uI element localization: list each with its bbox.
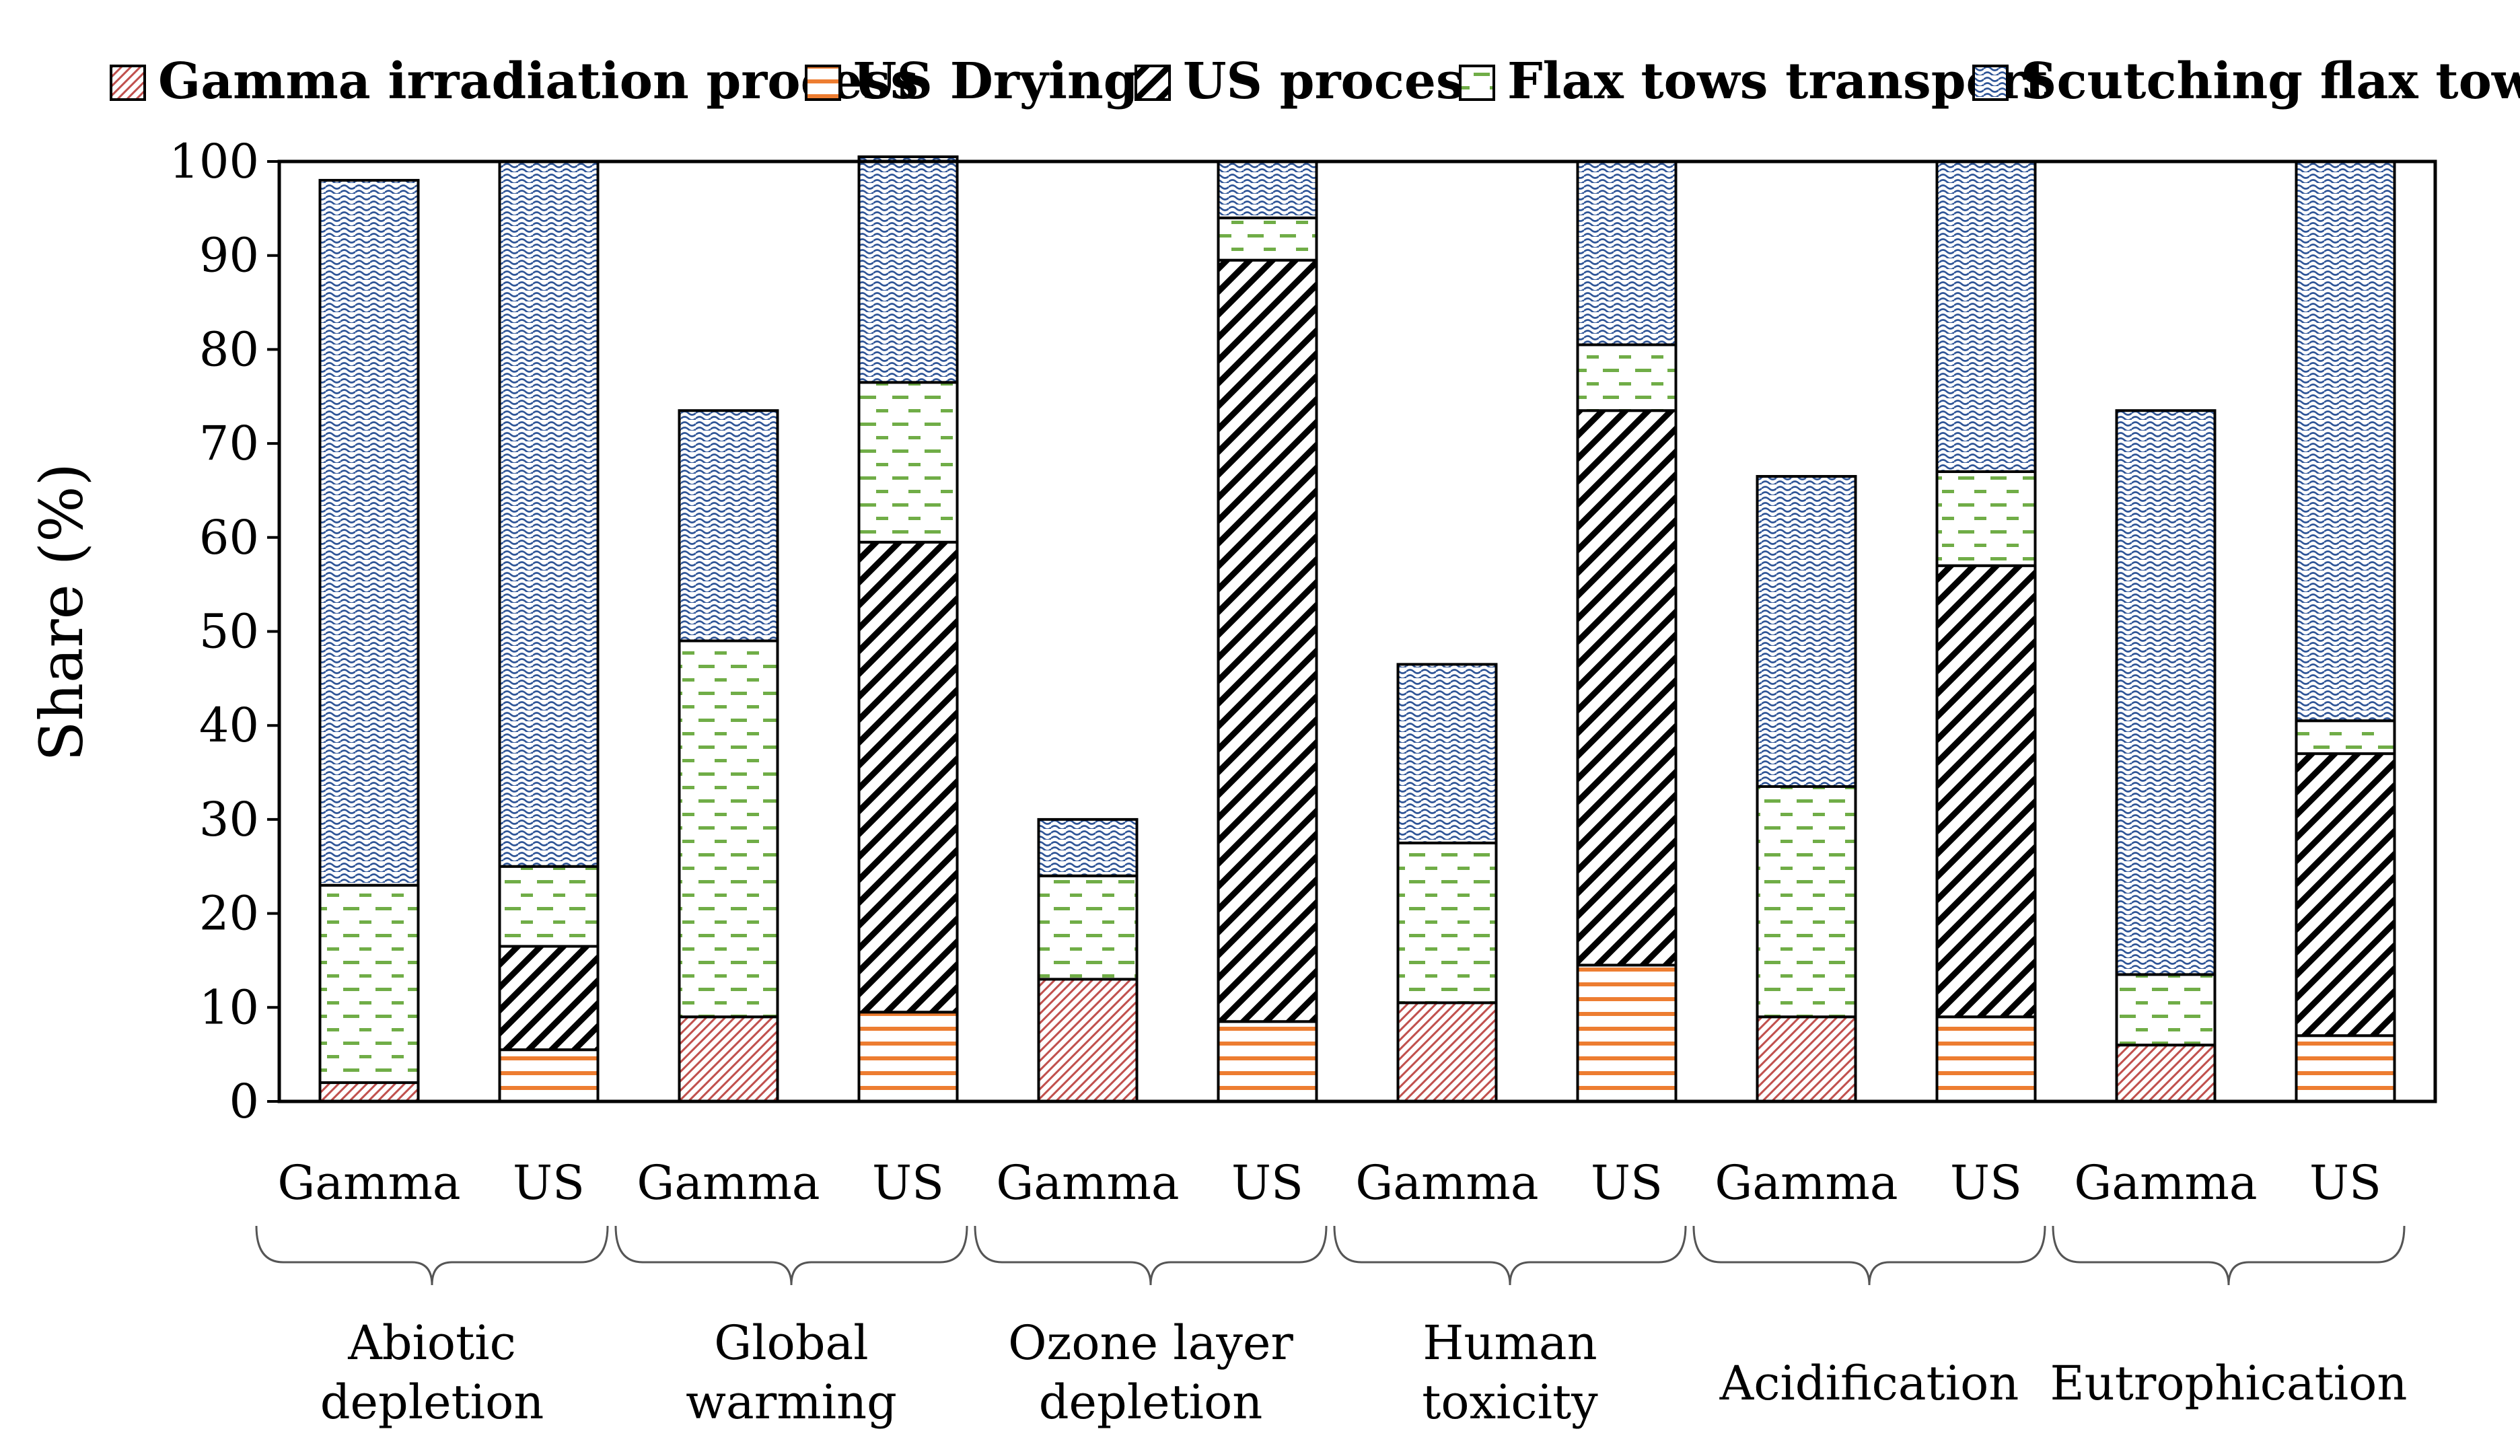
bar-segment-scutch-abiotic-depletion-gamma <box>318 178 420 887</box>
bar-segment-scutch-eutrophication-gamma <box>2115 409 2217 976</box>
group-label-human-toxicity: Human toxicity <box>1422 1315 1598 1430</box>
y-axis-ticks: 0 10 20 30 40 50 60 70 80 90 100 <box>169 134 279 1129</box>
x-category-label: US <box>2309 1155 2381 1210</box>
legend-swatch-scutch <box>1972 65 2009 101</box>
y-tick-label: 40 <box>199 698 259 753</box>
bar-segment-scutch-human-toxicity-gamma <box>1396 663 1498 844</box>
bar-segment-scutch-global-warming-gamma <box>678 409 779 643</box>
group-label-global-warming: Global warming <box>686 1315 897 1430</box>
y-tick-label: 80 <box>199 322 259 377</box>
bar-segment-scutch-ozone-layer-depletion-us <box>1217 160 1318 219</box>
bar-segment-flax-eutrophication-gamma <box>2115 973 2217 1047</box>
x-category-label: Gamma <box>1715 1155 1898 1210</box>
bar-segment-flax-eutrophication-us <box>2295 719 2396 756</box>
legend-swatch-flax <box>1459 65 1495 101</box>
y-tick-label: 0 <box>229 1074 259 1129</box>
legend-label-gamma: Gamma irradiation process <box>158 52 919 110</box>
x-category-label: US <box>1591 1155 1663 1210</box>
bar-segment-drying-global-warming-us <box>857 1011 959 1103</box>
group-brace <box>974 1225 1328 1286</box>
group-label-abiotic-depletion: Abiotic depletion <box>320 1315 544 1430</box>
y-tick-label: 70 <box>199 416 259 471</box>
bar-segment-scutch-acidification-us <box>1935 160 2037 474</box>
y-tick-label: 90 <box>199 228 259 283</box>
x-category-label: Gamma <box>637 1155 820 1210</box>
group-label-ozone-layer-depletion: Ozone layer depletion <box>1008 1315 1293 1430</box>
bar-segment-usproc-abiotic-depletion-us <box>498 945 600 1052</box>
bar-segment-flax-human-toxicity-gamma <box>1396 841 1498 1005</box>
bar-segment-gamma-abiotic-depletion-gamma <box>318 1081 420 1103</box>
bar-segment-flax-human-toxicity-us <box>1576 343 1678 412</box>
bars <box>318 155 2396 1103</box>
legend-swatch-drying <box>805 65 841 101</box>
legend-swatch-usproc <box>1135 65 1171 101</box>
legend-label-drying: US Drying <box>853 52 1139 110</box>
y-tick-label: 20 <box>199 886 259 941</box>
bar-segment-scutch-eutrophication-us <box>2295 160 2396 723</box>
y-tick-label: 60 <box>199 510 259 565</box>
bar-segment-usproc-eutrophication-us <box>2295 752 2396 1038</box>
bar-segment-flax-global-warming-us <box>857 381 959 544</box>
bar-segment-flax-global-warming-gamma <box>678 639 779 1019</box>
y-tick-label: 30 <box>199 792 259 847</box>
x-category-label: US <box>872 1155 944 1210</box>
x-category-label: US <box>1231 1155 1303 1210</box>
bar-segment-flax-abiotic-depletion-gamma <box>318 883 420 1085</box>
y-tick-label: 100 <box>169 134 259 189</box>
bar-segment-flax-ozone-layer-depletion-us <box>1217 216 1318 262</box>
group-brace <box>2052 1225 2406 1286</box>
bar-segment-gamma-acidification-gamma <box>1756 1015 1857 1103</box>
bar-segment-flax-acidification-gamma <box>1756 785 1857 1019</box>
group-brace <box>614 1225 968 1286</box>
x-category-label: Gamma <box>1355 1155 1538 1210</box>
bar-segment-gamma-ozone-layer-depletion-gamma <box>1037 978 1139 1103</box>
bar-segment-scutch-global-warming-us <box>857 155 959 384</box>
x-category-label: Gamma <box>277 1155 460 1210</box>
bar-segment-scutch-human-toxicity-us <box>1576 160 1678 347</box>
group-brace <box>1692 1225 2046 1286</box>
group-brace <box>1333 1225 1687 1286</box>
legend-swatch-gamma <box>110 65 146 101</box>
bar-segment-gamma-global-warming-gamma <box>678 1015 779 1103</box>
bar-segment-drying-acidification-us <box>1935 1015 2037 1103</box>
bar-segment-drying-human-toxicity-us <box>1576 963 1678 1103</box>
bar-segment-scutch-acidification-gamma <box>1756 474 1857 789</box>
bar-segment-flax-acidification-us <box>1935 470 2037 567</box>
bar-segment-usproc-global-warming-us <box>857 540 959 1014</box>
bar-segment-usproc-ozone-layer-depletion-us <box>1217 258 1318 1023</box>
y-axis-label: Share (%) <box>27 463 96 762</box>
group-label-acidification: Acidification <box>1719 1356 2019 1411</box>
y-tick-label: 10 <box>199 980 259 1035</box>
legend-label-flax: Flax tows transport <box>1507 52 2048 110</box>
x-category-label: US <box>1950 1155 2022 1210</box>
x-axis-groups: Abiotic depletion Global warming Ozone layer… <box>320 1315 2408 1430</box>
bar-segment-gamma-eutrophication-gamma <box>2115 1044 2217 1103</box>
x-category-label: Gamma <box>2074 1155 2257 1210</box>
group-brace <box>255 1225 609 1286</box>
group-braces <box>255 1225 2406 1286</box>
legend-label-scutch: Scutching flax tows <box>2021 52 2520 110</box>
x-category-label: US <box>513 1155 585 1210</box>
y-tick-label: 50 <box>199 604 259 659</box>
bar-segment-gamma-human-toxicity-gamma <box>1396 1001 1498 1103</box>
bar-segment-drying-eutrophication-us <box>2295 1034 2396 1103</box>
bar-segment-flax-abiotic-depletion-us <box>498 865 600 948</box>
bar-segment-usproc-acidification-us <box>1935 564 2037 1019</box>
bar-segment-drying-ozone-layer-depletion-us <box>1217 1020 1318 1103</box>
legend-label-usproc: US process <box>1183 52 1492 110</box>
bar-segment-drying-abiotic-depletion-us <box>498 1048 600 1103</box>
plot-area-frame <box>277 159 2437 1103</box>
bar-segment-usproc-human-toxicity-us <box>1576 409 1678 967</box>
bar-segment-scutch-ozone-layer-depletion-gamma <box>1037 817 1139 877</box>
x-axis-categories: Gamma US Gamma US Gamma US Gamma US Gamma US Gamma… <box>277 1155 2381 1210</box>
bar-segment-flax-ozone-layer-depletion-gamma <box>1037 874 1139 981</box>
group-label-eutrophication: Eutrophication <box>2050 1356 2408 1411</box>
bar-segment-scutch-abiotic-depletion-us <box>498 160 600 868</box>
x-category-label: Gamma <box>996 1155 1179 1210</box>
